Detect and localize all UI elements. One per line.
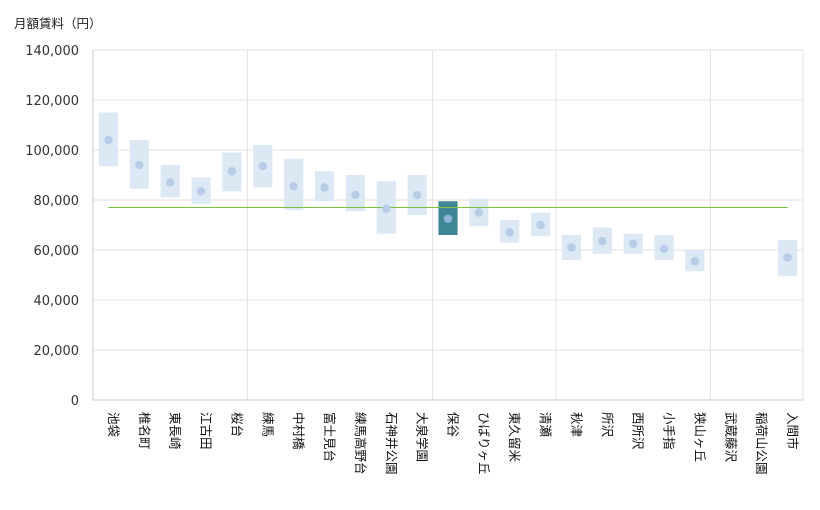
x-category-label: 武蔵藤沢: [723, 412, 738, 463]
average-dot: [135, 160, 144, 170]
average-dot: [227, 167, 237, 176]
gridlines: [93, 49, 803, 351]
average-dot: [474, 208, 484, 217]
average-dot: [196, 187, 206, 196]
x-axis: 池袋 椎名町 東長崎 江古田 桜台 練馬 中村橋 富士見台 練馬高野台 石神井公園 大泉学園 保谷 ひば…: [93, 399, 803, 475]
x-category-label: 小手指: [662, 412, 677, 450]
x-category-label: 秋津: [569, 412, 584, 437]
average-dot: [505, 228, 514, 237]
y-tick-label: 60,000: [34, 244, 80, 259]
group-separators: [246, 50, 804, 400]
x-category-label: 東久留米: [507, 412, 522, 463]
average-dot: [783, 253, 792, 262]
x-category-label: 東長崎: [168, 412, 183, 450]
average-dots: [104, 135, 792, 266]
x-category-label: 石神井公園: [384, 412, 399, 475]
x-category-label: 入間市: [785, 412, 800, 450]
y-axis: 0 20,000 40,000 60,000 80,000 100,000 120,000 1…: [25, 44, 94, 409]
x-category-label: 所沢: [600, 412, 615, 438]
average-dot: [536, 220, 545, 230]
x-category-label: 稲荷山公園: [754, 412, 769, 475]
x-category-label: 西所沢: [631, 412, 646, 450]
x-category-label: 池袋: [106, 412, 121, 438]
average-dot: [443, 214, 453, 223]
average-dot: [258, 162, 267, 171]
average-dot: [320, 183, 329, 192]
x-category-label: 富士見台: [322, 412, 337, 462]
x-category-label: 中村橋: [291, 412, 306, 450]
average-dot: [659, 244, 669, 253]
y-tick-label: 80,000: [34, 194, 80, 209]
range-boxes: [98, 112, 798, 277]
average-dot: [598, 237, 607, 246]
y-unit-label: 月額賃料（円）: [14, 16, 102, 31]
x-category-label: 保谷: [446, 412, 461, 438]
y-tick-label: 100,000: [25, 144, 79, 159]
y-tick-label: 120,000: [25, 94, 79, 109]
average-dot: [289, 182, 298, 191]
x-category-label: 清瀬: [538, 412, 553, 438]
average-dot: [351, 190, 360, 200]
average-dot: [165, 178, 175, 187]
x-category-label: 練馬: [260, 412, 275, 437]
average-dot: [629, 239, 638, 248]
y-tick-label: 20,000: [34, 344, 80, 359]
average-dot: [690, 257, 700, 266]
x-category-label: ひばりヶ丘: [476, 412, 491, 475]
y-tick-label: 140,000: [25, 44, 79, 59]
y-tick-label: 40,000: [34, 294, 80, 309]
x-category-label: 桜台: [229, 412, 244, 437]
x-category-label: 江古田: [199, 412, 214, 450]
x-category-label: 練馬高野台: [353, 412, 368, 475]
average-dot: [567, 243, 576, 252]
x-category-label: 大泉学園: [415, 412, 430, 462]
y-tick-label: 0: [71, 394, 79, 409]
average-dot: [382, 204, 391, 213]
average-dot: [412, 190, 422, 200]
average-dot: [104, 135, 113, 145]
x-category-label: 狭山ヶ丘: [692, 412, 707, 462]
x-category-label: 椎名町: [137, 412, 152, 450]
